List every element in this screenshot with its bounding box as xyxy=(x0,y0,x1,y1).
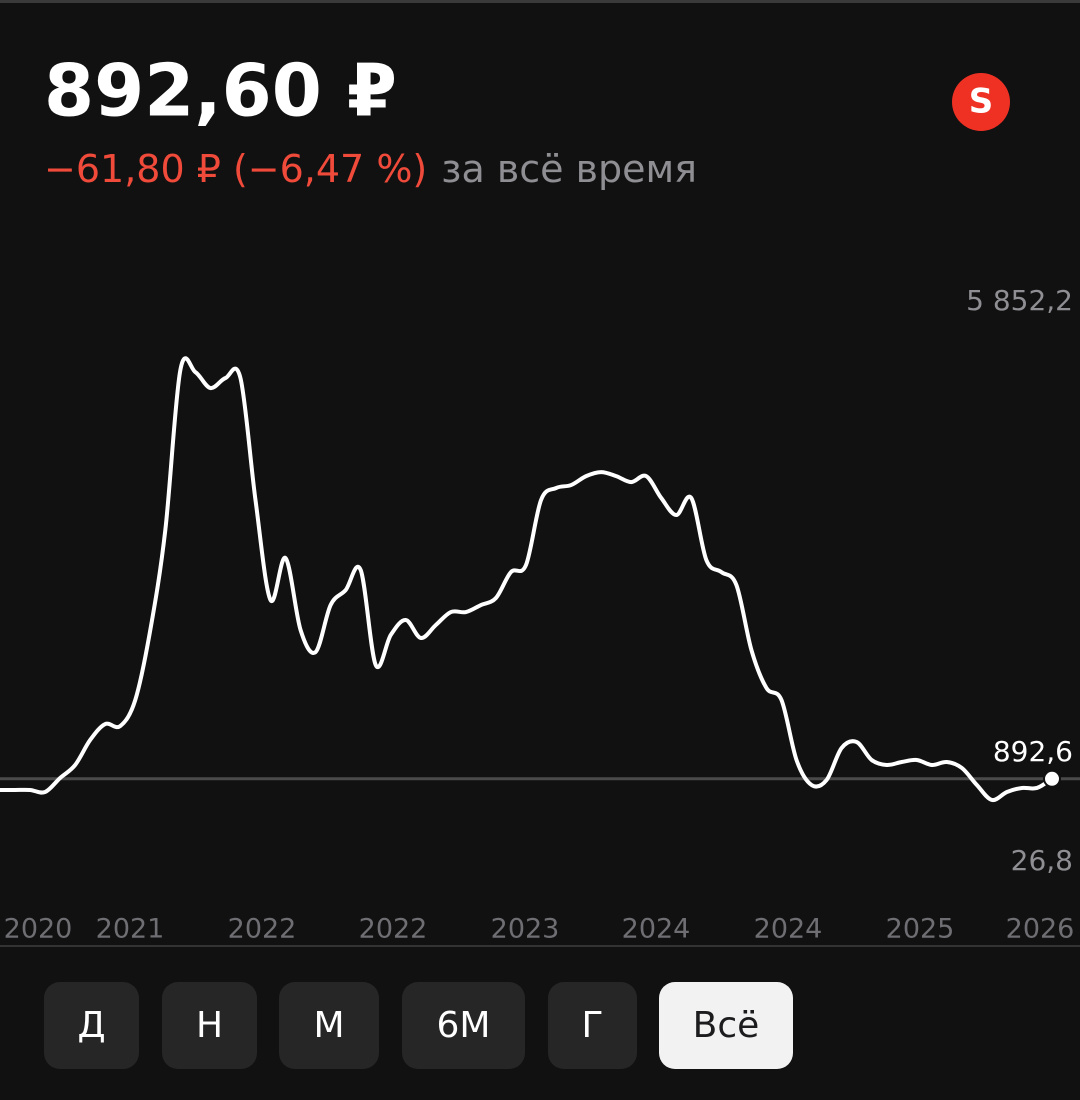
range-button[interactable] xyxy=(279,982,379,1069)
price-line xyxy=(0,356,1054,803)
badge-letter: S xyxy=(969,82,994,122)
x-tick-label: 2024 xyxy=(754,914,823,945)
x-tick-label: 2026 xyxy=(1006,914,1075,945)
range-button-label[interactable]: Н xyxy=(196,1005,223,1046)
change-line: −61,80 ₽ (−6,47 %) за всё время xyxy=(44,147,697,191)
last-price-label: 892,6 xyxy=(993,735,1073,768)
range-button[interactable] xyxy=(162,982,257,1069)
x-tick-label: 2023 xyxy=(491,914,560,945)
range-button-label[interactable]: Д xyxy=(77,1005,105,1046)
x-tick-label: 2022 xyxy=(359,914,428,945)
x-tick-label: 2020 xyxy=(4,914,73,945)
y-tick-label: 26,8 xyxy=(1011,844,1073,877)
period: за всё время xyxy=(441,147,697,191)
x-tick-label: 2022 xyxy=(228,914,297,945)
x-tick-label: 2025 xyxy=(886,914,955,945)
last-point xyxy=(1043,769,1061,788)
range-button[interactable] xyxy=(659,982,793,1069)
change: −61,80 ₽ (−6,47 %) xyxy=(44,147,427,191)
range-button[interactable] xyxy=(44,982,139,1069)
x-tick-label: 2021 xyxy=(96,914,165,945)
range-button-label[interactable]: 6М xyxy=(437,1005,491,1046)
y-tick-label: 5 852,2 xyxy=(966,284,1073,317)
chart: 5 852,2 26,8 892,6 2020 2021 2022 2022 2023 2024… xyxy=(0,284,1080,945)
range-button[interactable] xyxy=(402,982,525,1069)
x-tick-label: 2024 xyxy=(622,914,691,945)
range-buttons: Д Н М 6М Г Всё xyxy=(44,982,793,1069)
range-button-label[interactable]: Г xyxy=(582,1005,604,1046)
range-button-label[interactable]: М xyxy=(313,1005,344,1046)
price: 892,60 ₽ xyxy=(44,49,397,133)
range-button[interactable] xyxy=(548,982,637,1069)
badge-icon xyxy=(952,73,1010,131)
range-button-label[interactable]: Всё xyxy=(693,1005,760,1046)
